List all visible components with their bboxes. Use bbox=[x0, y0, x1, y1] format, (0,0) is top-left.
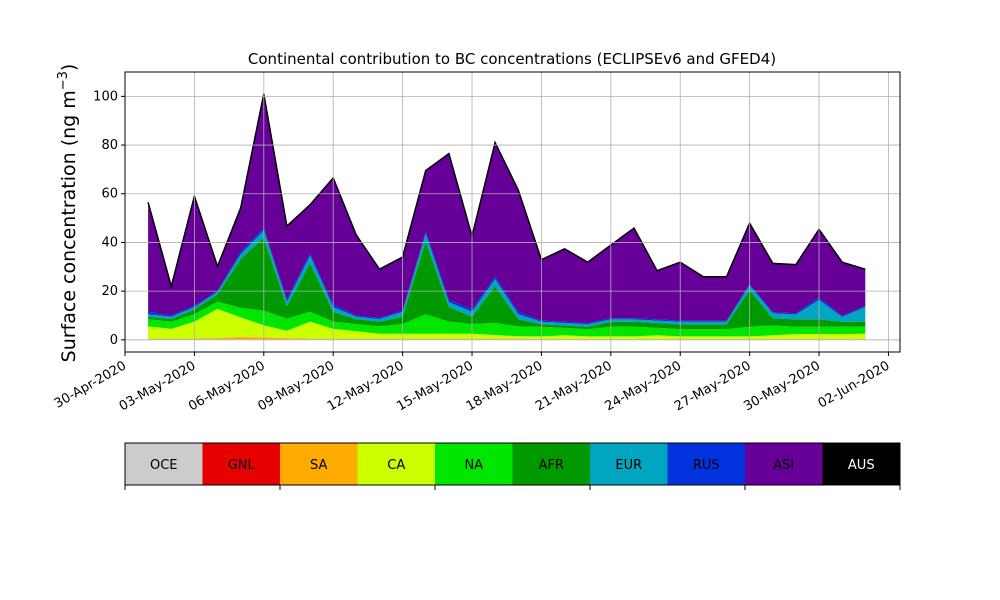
legend-label-rus: RUS bbox=[693, 458, 720, 473]
y-tick-label: 20 bbox=[101, 284, 118, 299]
y-tick-label: 100 bbox=[93, 89, 118, 104]
x-tick-label: 21-May-2020 bbox=[533, 358, 615, 414]
y-tick-label: 80 bbox=[101, 138, 118, 153]
area-ca bbox=[148, 308, 866, 339]
legend-swatch-oce bbox=[125, 443, 203, 485]
y-tick-label: 60 bbox=[101, 187, 118, 202]
y-tick-label: 0 bbox=[110, 333, 118, 348]
legend-swatch-sa bbox=[280, 443, 358, 485]
legend-label-asi: ASI bbox=[773, 458, 794, 473]
x-tick-label: 03-May-2020 bbox=[117, 358, 199, 414]
x-tick-label: 06-May-2020 bbox=[186, 358, 268, 414]
legend-label-oce: OCE bbox=[150, 458, 178, 473]
legend-label-afr: AFR bbox=[539, 458, 564, 473]
legend-label-aus: AUS bbox=[848, 458, 875, 473]
legend-swatch-afr bbox=[512, 443, 590, 485]
area-eur bbox=[148, 230, 866, 327]
legend-label-eur: EUR bbox=[615, 458, 642, 473]
legend-label-ca: CA bbox=[387, 458, 405, 473]
legend-swatch-rus bbox=[667, 443, 745, 485]
y-tick-label: 40 bbox=[101, 235, 118, 250]
legend-frame bbox=[124, 442, 901, 486]
legend-swatch-ca bbox=[357, 443, 435, 485]
x-tick-label: 30-May-2020 bbox=[741, 358, 823, 414]
legend-swatch-aus bbox=[822, 443, 900, 485]
x-tick-label: 18-May-2020 bbox=[464, 358, 546, 414]
legend-swatch-asi bbox=[745, 443, 823, 485]
chart-title: Continental contribution to BC concentra… bbox=[248, 50, 776, 68]
plot-frame bbox=[124, 71, 901, 353]
area-sa bbox=[148, 336, 866, 340]
x-tick-label: 15-May-2020 bbox=[394, 358, 476, 414]
legend-swatch-eur bbox=[590, 443, 668, 485]
x-tick-label: 24-May-2020 bbox=[603, 358, 685, 414]
x-tick-label: 27-May-2020 bbox=[672, 358, 754, 414]
legend-swatch-na bbox=[435, 443, 513, 485]
total-line bbox=[147, 93, 866, 290]
legend-label-na: NA bbox=[464, 458, 483, 473]
legend-label-gnl: GNL bbox=[228, 458, 256, 473]
legend-swatch-gnl bbox=[202, 443, 280, 485]
legend-bar: OCE GNL SA CA NA AFR EUR RUS ASI AUS bbox=[124, 442, 901, 490]
area-afr bbox=[148, 237, 866, 330]
area-asi bbox=[148, 93, 866, 324]
x-tick-label: 02-Jun-2020 bbox=[816, 358, 893, 411]
y-axis-label: Surface concentration (ng m−3) bbox=[56, 64, 80, 363]
plot-area: 02040608010030-Apr-202003-May-202006-May… bbox=[52, 71, 901, 414]
legend-label-sa: SA bbox=[310, 458, 327, 473]
x-tick-label: 09-May-2020 bbox=[256, 358, 338, 414]
area-na bbox=[148, 301, 866, 337]
x-tick-label: 12-May-2020 bbox=[325, 358, 407, 414]
